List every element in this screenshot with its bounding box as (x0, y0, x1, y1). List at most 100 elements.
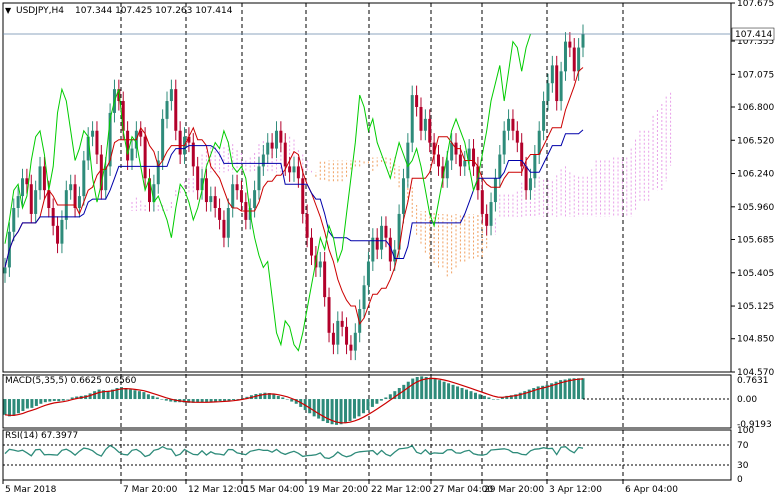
macd-bar (258, 393, 262, 400)
macd-bar (411, 378, 415, 400)
macd-bar (572, 378, 576, 400)
macd-tick-label: 0.7631 (737, 376, 769, 386)
candle-body (266, 142, 270, 155)
candle-body (152, 184, 156, 203)
macd-bar (577, 378, 581, 400)
macd-bar (240, 398, 244, 400)
candle-body (384, 225, 388, 238)
macd-bar (200, 399, 204, 403)
candle-body (353, 332, 357, 351)
candle-body (279, 130, 283, 143)
candle-body (82, 160, 86, 197)
price-tick-label: 107.075 (737, 70, 774, 80)
macd-pane[interactable] (3, 376, 732, 425)
candle-body (331, 332, 335, 345)
macd-bar (124, 388, 128, 400)
collapse-triangle-icon[interactable]: ▼ (5, 6, 12, 15)
macd-bar (532, 388, 536, 400)
candle-body (288, 166, 292, 173)
candle-body (117, 89, 121, 102)
macd-bar (232, 399, 236, 400)
macd-bar (456, 386, 460, 400)
price-tick-label: 106.800 (737, 103, 774, 113)
macd-bar (182, 399, 186, 403)
candle-body (104, 166, 108, 191)
candle-body (261, 154, 265, 167)
candle-body (209, 196, 213, 203)
candle-body (161, 118, 165, 161)
candle-body (511, 118, 515, 131)
macd-bar (106, 390, 110, 400)
macd-bar (406, 381, 410, 400)
macd-bar (151, 395, 155, 400)
macd-bar (66, 399, 70, 400)
ohlc-values: 107.344 107.425 107.263 107.414 (75, 6, 233, 16)
macd-bar (93, 391, 97, 400)
macd-bar (438, 380, 442, 400)
price-tick-label: 105.405 (737, 269, 774, 279)
time-tick-label: 12 Mar 12:00 (188, 485, 248, 495)
candle-body (69, 184, 73, 191)
price-tick-label: 107.355 (737, 37, 774, 47)
candle-body (283, 142, 287, 167)
macd-bar (393, 391, 397, 400)
macd-bar (339, 399, 343, 425)
macd-bar (294, 399, 298, 404)
candle-body (537, 130, 541, 155)
macd-bar (352, 399, 356, 419)
kijun-line (4, 129, 584, 268)
candle-body (121, 101, 125, 131)
rsi-pane[interactable] (3, 444, 731, 466)
macd-bar (133, 390, 137, 400)
price-tick-label: 105.685 (737, 235, 774, 245)
candle-body (507, 118, 511, 131)
candle-body (432, 142, 436, 155)
candle-body (542, 101, 546, 131)
macd-bar (57, 399, 61, 402)
macd-bar (429, 377, 433, 400)
macd-bar (361, 399, 365, 414)
candle-body (21, 178, 25, 197)
macd-bar (505, 395, 509, 400)
macd-bar (281, 397, 285, 400)
macd-bar (563, 379, 567, 400)
macd-bar (205, 399, 209, 403)
candle-body (388, 237, 392, 262)
candle-body (406, 142, 410, 179)
candle-body (568, 41, 572, 48)
macd-bar (196, 399, 200, 403)
macd-bar (473, 392, 477, 400)
macd-bar (465, 389, 469, 400)
chikou-line (4, 33, 531, 352)
macd-bar (70, 397, 74, 400)
candle-body (524, 166, 528, 191)
candle-body (380, 225, 384, 250)
macd-bar (142, 392, 146, 400)
rsi-tick-label: 100 (737, 426, 754, 436)
macd-bar (460, 388, 464, 400)
candle-body (323, 261, 327, 298)
macd-bar (370, 399, 374, 407)
price-pane[interactable] (3, 24, 731, 361)
pane-frame (2, 374, 732, 429)
candle-body (3, 267, 7, 274)
candle-body (310, 237, 314, 256)
candle-body (235, 184, 239, 191)
candle-body (226, 208, 230, 238)
macd-bar (30, 399, 34, 408)
macd-bar (169, 399, 173, 402)
macd-bar (209, 399, 213, 402)
candle-body (156, 160, 160, 185)
candle-body (253, 190, 257, 208)
time-tick-label: 7 Mar 20:00 (123, 485, 178, 495)
candle-body (56, 225, 60, 244)
candle-body (340, 320, 344, 327)
candle-body (301, 178, 305, 214)
candle-body (498, 154, 502, 179)
macd-bar (523, 391, 527, 400)
current-price-label: 107.414 (735, 30, 772, 40)
macd-bar (111, 389, 115, 400)
